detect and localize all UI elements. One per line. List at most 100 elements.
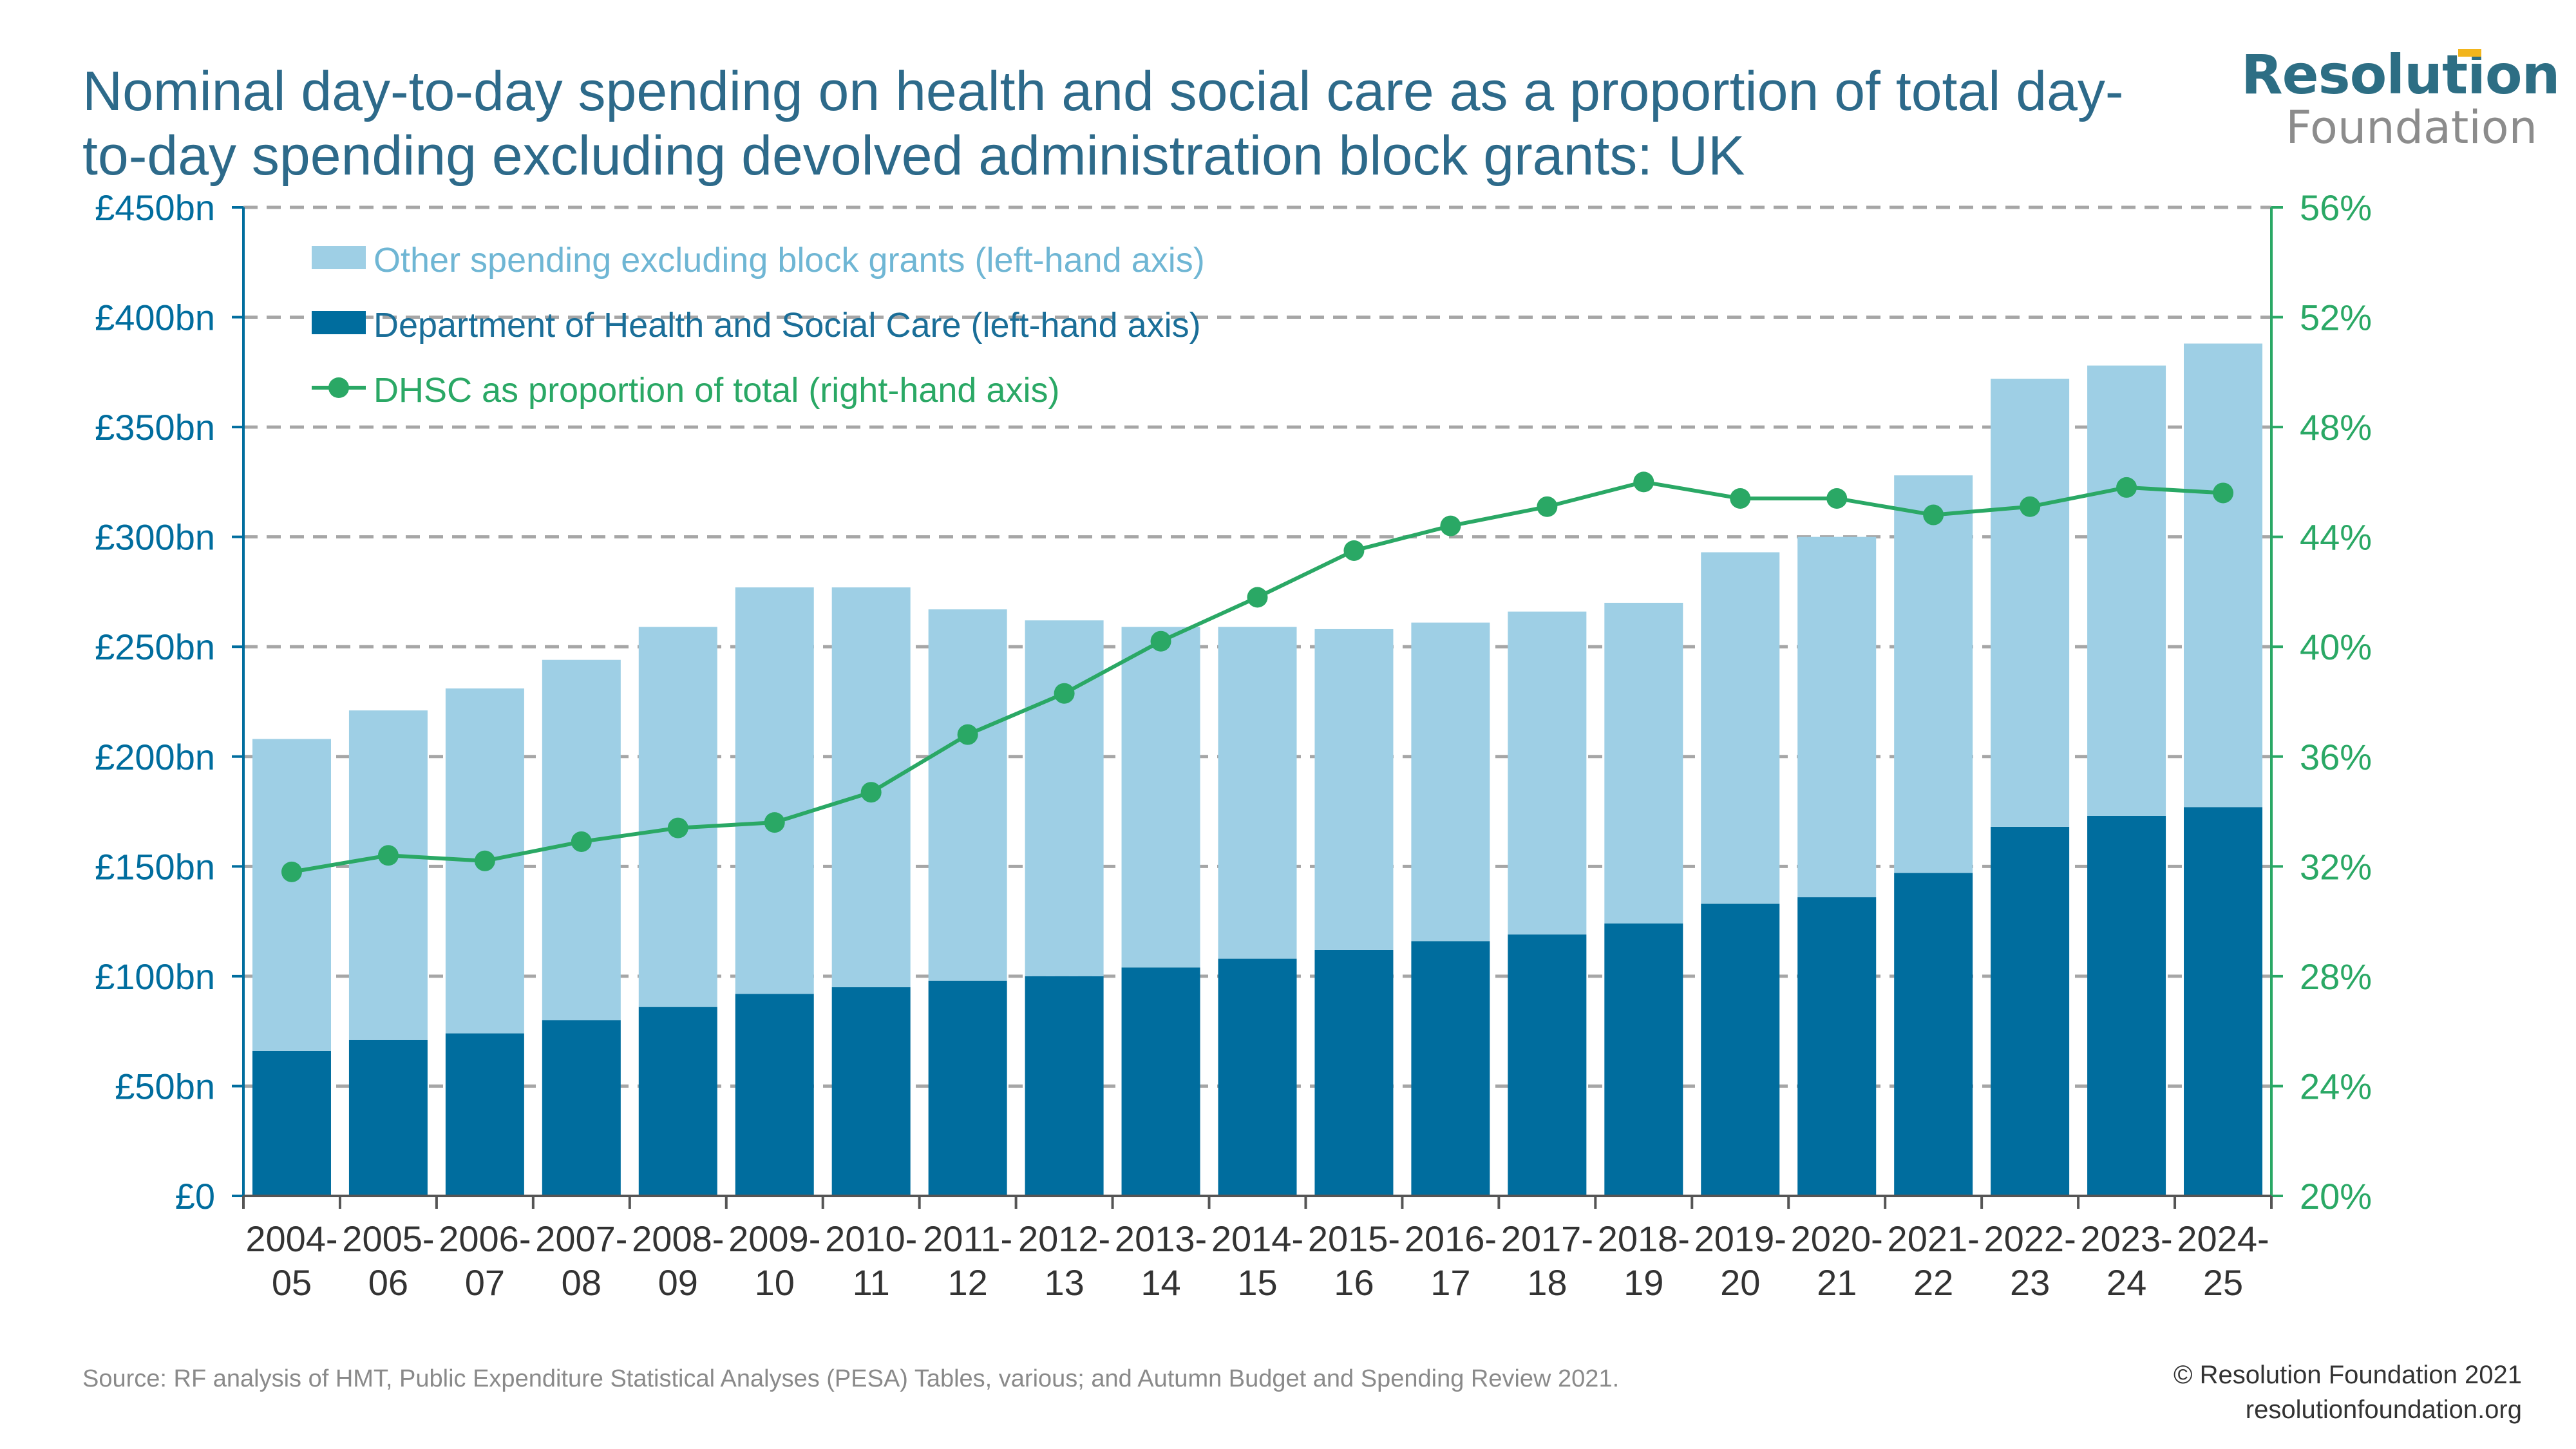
x-axis-tick-label: 2022-23: [1984, 1218, 2076, 1303]
bar-dhsc: [542, 1020, 621, 1196]
proportion-point: [2213, 482, 2234, 504]
website-line: resolutionfoundation.org: [2245, 1396, 2522, 1424]
right-axis-tick-label: 40%: [2300, 627, 2372, 667]
logo-line-2: Foundation: [2286, 101, 2537, 154]
bar-dhsc: [1314, 949, 1394, 1196]
bar-other-spending: [928, 609, 1007, 981]
x-axis-tick-label: 2010-11: [825, 1218, 917, 1303]
x-axis-tick-label: 2008-09: [632, 1218, 724, 1303]
legend: Other spending excluding block grants (l…: [312, 241, 1205, 410]
bar-dhsc: [1121, 967, 1200, 1196]
proportion-point: [1150, 630, 1171, 652]
bar-dhsc: [348, 1039, 428, 1196]
x-axis-tick-label: 2014-15: [1211, 1218, 1303, 1303]
x-axis-tick-label: 2021-22: [1888, 1218, 1980, 1303]
x-axis-tick-label: 2017-18: [1501, 1218, 1593, 1303]
x-axis-tick-label: 2019-20: [1694, 1218, 1786, 1303]
bar-other-spending: [1025, 620, 1104, 976]
bars: [252, 343, 2263, 1196]
bar-dhsc: [2087, 815, 2166, 1196]
bar-dhsc: [1701, 904, 1780, 1196]
proportion-point: [957, 724, 978, 745]
proportion-point: [571, 831, 592, 852]
proportion-point: [2116, 477, 2137, 498]
left-axis-tick-label: £250bn: [95, 627, 215, 667]
left-axis-tick-label: £450bn: [95, 187, 215, 228]
bar-other-spending: [1701, 552, 1780, 904]
x-axis-tick-label: 2016-17: [1405, 1218, 1497, 1303]
proportion-point: [667, 817, 688, 838]
proportion-point: [1537, 496, 1558, 517]
right-axis-tick-label: 20%: [2300, 1176, 2372, 1217]
proportion-point: [1633, 471, 1654, 493]
bar-dhsc: [1797, 897, 1877, 1196]
bar-other-spending: [252, 739, 331, 1051]
left-axis-tick-label: £300bn: [95, 517, 215, 558]
bar-dhsc: [445, 1033, 524, 1196]
legend-swatch-dhsc: [312, 311, 366, 334]
right-axis-tick-label: 36%: [2300, 737, 2372, 777]
right-axis-tick-label: 32%: [2300, 846, 2372, 887]
bar-other-spending: [1218, 627, 1297, 959]
copyright-line: © Resolution Foundation 2021: [2174, 1361, 2522, 1389]
x-axis-tick-label: 2011-12: [923, 1218, 1012, 1303]
legend-label-proportion: DHSC as proportion of total (right-hand …: [374, 371, 1059, 410]
bar-dhsc: [1218, 958, 1297, 1196]
left-axis-tick-label: £200bn: [95, 737, 215, 777]
bar-other-spending: [1121, 627, 1200, 968]
proportion-point: [1730, 488, 1751, 509]
left-axis-tick-label: £350bn: [95, 407, 215, 448]
legend-swatch-other: [312, 246, 366, 269]
x-axis-tick-label: 2005-06: [342, 1218, 434, 1303]
x-axis-tick-label: 2006-07: [439, 1218, 531, 1303]
bar-other-spending: [735, 587, 814, 994]
proportion-point: [1247, 587, 1268, 608]
source-note: Source: RF analysis of HMT, Public Expen…: [82, 1365, 1620, 1392]
proportion-point: [1054, 683, 1075, 704]
proportion-point: [764, 812, 785, 833]
proportion-point: [1440, 515, 1461, 536]
x-axis-tick-label: 2012-13: [1018, 1218, 1110, 1303]
left-axis-tick-label: £100bn: [95, 956, 215, 997]
bar-dhsc: [1991, 826, 2070, 1196]
bar-dhsc: [1894, 873, 1973, 1196]
proportion-point: [860, 782, 882, 803]
bar-other-spending: [348, 710, 428, 1040]
legend-label-other: Other spending excluding block grants (l…: [374, 241, 1205, 279]
bar-dhsc: [831, 987, 911, 1196]
proportion-point: [1343, 540, 1365, 561]
proportion-point: [474, 850, 495, 871]
legend-label-dhsc: Department of Health and Social Care (le…: [374, 306, 1201, 345]
axes: £0 20% £50bn 24% £100bn 28% £150bn 32% £200bn 36%…: [95, 187, 2372, 1303]
x-axis-tick-label: 2023-24: [2080, 1218, 2172, 1303]
bar-dhsc: [1508, 934, 1587, 1196]
resolution-foundation-logo: Resolution Foundation: [2241, 43, 2560, 154]
proportion-point: [2020, 496, 2041, 517]
bar-other-spending: [1604, 603, 1683, 924]
bar-dhsc: [1604, 923, 1683, 1196]
bar-other-spending: [1411, 622, 1490, 942]
x-axis-tick-label: 2009-10: [728, 1218, 820, 1303]
proportion-point: [281, 861, 302, 882]
proportion-line: [281, 471, 2234, 882]
right-axis-tick-label: 44%: [2300, 517, 2372, 558]
bar-dhsc: [735, 994, 814, 1196]
bar-dhsc: [1411, 941, 1490, 1196]
logo-line-1: Resolution: [2241, 43, 2560, 106]
left-axis-tick-label: £400bn: [95, 298, 215, 338]
x-axis-tick-label: 2024-25: [2177, 1218, 2269, 1303]
bar-dhsc: [928, 980, 1007, 1196]
x-axis-tick-label: 2004-05: [245, 1218, 337, 1303]
x-axis-tick-label: 2018-19: [1598, 1218, 1690, 1303]
bar-other-spending: [2184, 343, 2263, 808]
bar-dhsc: [2184, 807, 2263, 1196]
bar-other-spending: [2087, 365, 2166, 816]
left-axis-tick-label: £50bn: [115, 1066, 215, 1106]
bar-dhsc: [1025, 976, 1104, 1196]
logo-accent-mark: [2458, 49, 2481, 57]
proportion-point: [1923, 504, 1944, 526]
copyright: © Resolution Foundation 2021 resolutionf…: [2174, 1358, 2522, 1427]
left-axis-tick-label: £150bn: [95, 846, 215, 887]
proportion-point: [1826, 488, 1848, 509]
